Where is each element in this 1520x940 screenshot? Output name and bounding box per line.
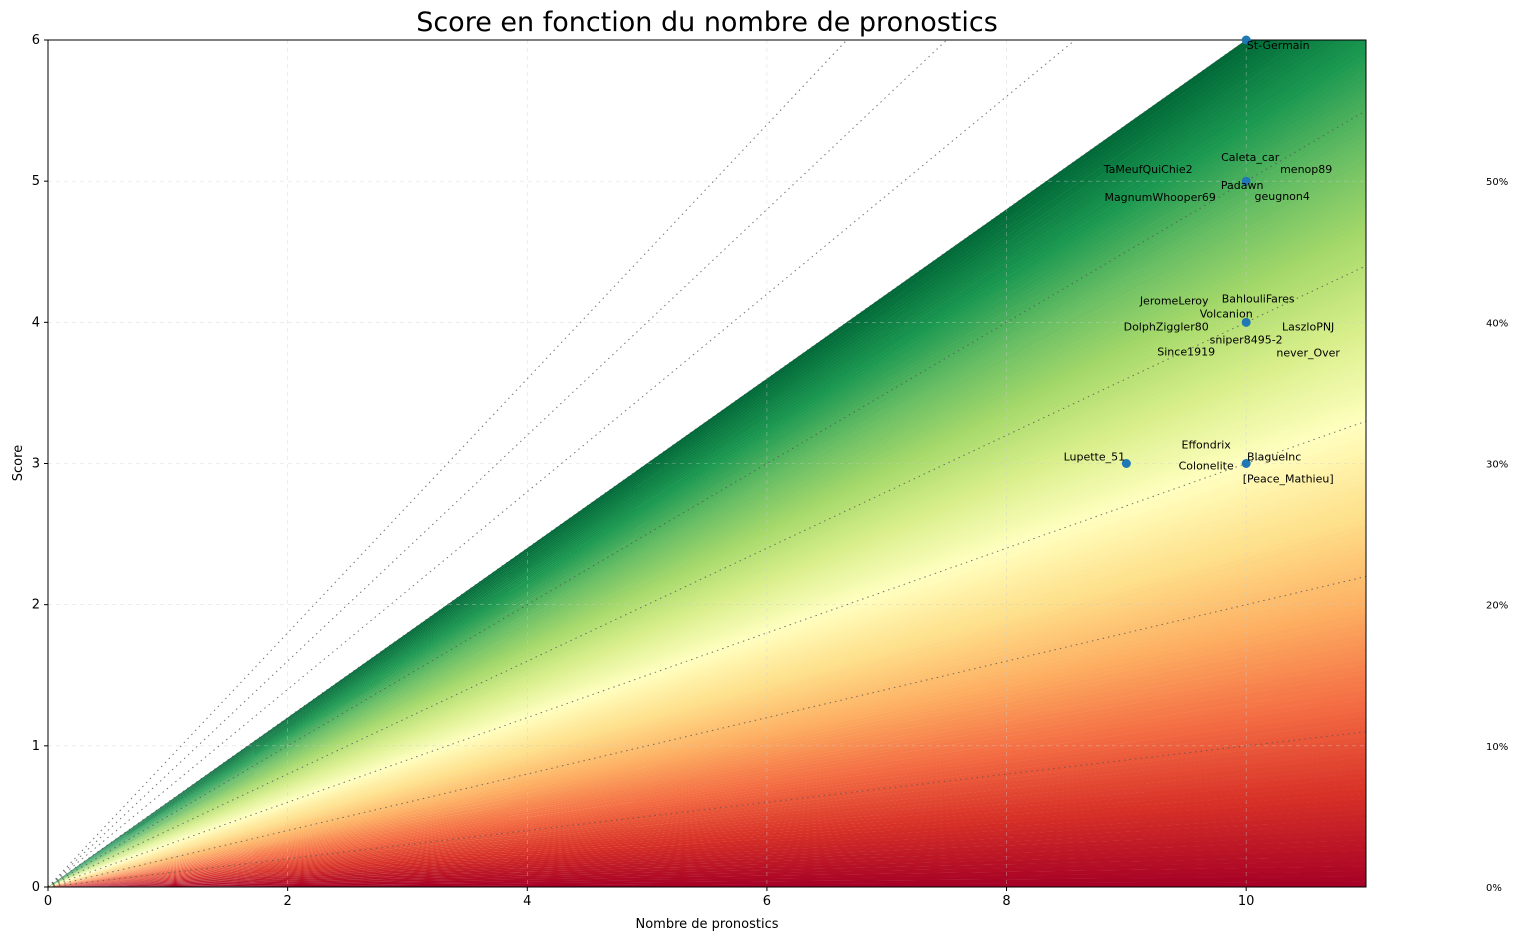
point-label: St-Germain [1247, 39, 1310, 52]
heatmap-band [48, 40, 1288, 887]
chart-title: Score en fonction du nombre de pronostic… [416, 7, 998, 38]
y-tick-label: 6 [32, 33, 40, 48]
y-tick-label: 3 [32, 457, 40, 472]
y-tick-label: 1 [32, 739, 40, 754]
y-tick-label: 4 [32, 315, 40, 330]
y-axis-label: Score [11, 445, 26, 481]
percent-label: 30% [1486, 460, 1508, 471]
point-label: Volcanion [1200, 307, 1253, 320]
y-tick-label: 2 [32, 598, 40, 613]
percent-label: 10% [1486, 742, 1508, 753]
heatmap-band [48, 40, 1267, 887]
x-axis-ticks: 0 2 4 6 8 10 [44, 887, 1255, 909]
heatmap-background [48, 40, 1366, 887]
point-label: menop89 [1280, 163, 1332, 176]
reference-line [48, 575, 1366, 887]
point-label: Effondrix [1182, 439, 1232, 452]
heatmap-band [48, 40, 1325, 887]
point-label: sniper8495-2 [1210, 333, 1283, 346]
data-point [1241, 317, 1251, 327]
point-label: Padawn [1221, 179, 1264, 192]
heatmap-band [48, 40, 1310, 887]
percent-labels: 0% 10% 20% 30% 40% 50% [1486, 177, 1508, 894]
point-label: [Peace_Mathieu] [1243, 473, 1334, 486]
heatmap-band [48, 40, 1295, 887]
reference-line [48, 110, 1366, 887]
reference-line [48, 731, 1366, 887]
data-point [1121, 459, 1131, 468]
point-label: BahlouliFares [1222, 292, 1295, 305]
reference-line [48, 40, 848, 887]
heatmap-band [48, 40, 1253, 887]
x-tick-label: 4 [523, 894, 531, 909]
point-label: LaszloPNJ [1282, 320, 1334, 333]
point-label: MagnumWhooper69 [1104, 191, 1215, 204]
y-tick-label: 0 [32, 880, 40, 895]
point-label: geugnon4 [1254, 190, 1309, 203]
data-point [1241, 459, 1251, 468]
point-label: Caleta_car [1221, 151, 1280, 164]
reference-line [48, 265, 1366, 887]
percent-label: 50% [1486, 177, 1508, 188]
point-label: JeromeLeroy [1139, 294, 1209, 307]
data-points [1121, 35, 1251, 468]
reference-line [48, 420, 1366, 887]
y-tick-label: 5 [32, 174, 40, 189]
x-tick-label: 2 [283, 894, 291, 909]
point-label: TaMeufQuiChie2 [1103, 163, 1193, 176]
point-label: Colonelite [1179, 460, 1234, 473]
data-point [1241, 35, 1251, 45]
heatmap-band [48, 40, 1274, 887]
x-axis-label: Nombre de pronostics [635, 917, 778, 932]
x-tick-label: 0 [44, 894, 52, 909]
point-label: Lupette_51 [1064, 451, 1126, 464]
heatmap-band [48, 40, 1356, 887]
point-label: DolphZiggler80 [1124, 320, 1209, 333]
percent-label: 0% [1486, 883, 1502, 894]
heatmap-band [48, 40, 1260, 887]
x-tick-label: 10 [1238, 894, 1255, 909]
y-axis-ticks: 0 1 2 3 4 5 6 [32, 33, 48, 895]
reference-lines [48, 40, 1366, 887]
data-point [1241, 176, 1251, 186]
point-label: Since1919 [1157, 345, 1215, 358]
percent-label: 40% [1486, 318, 1508, 329]
x-tick-label: 8 [1002, 894, 1010, 909]
point-labels: St-Germain Caleta_car TaMeufQuiChie2 menop8… [1064, 39, 1341, 486]
point-label: never_Over [1276, 346, 1340, 359]
percent-label: 20% [1486, 601, 1508, 612]
heatmap-band [48, 40, 1340, 887]
x-tick-label: 6 [763, 894, 771, 909]
point-label: BlagueInc [1247, 451, 1301, 464]
